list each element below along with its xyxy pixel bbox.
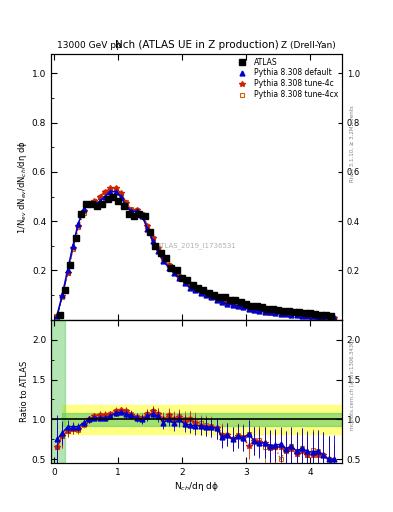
Bar [51,319,65,463]
Pythia 8.308 tune-4cx [305,313,310,319]
Pythia 8.308 tune-4cx [108,185,112,191]
Pythia 8.308 tune-4cx [220,298,224,305]
ATLAS [228,297,232,303]
Legend: ATLAS, Pythia 8.308 default, Pythia 8.308 tune-4c, Pythia 8.308 tune-4cx: ATLAS, Pythia 8.308 default, Pythia 8.30… [232,56,340,101]
Pythia 8.308 default [134,208,139,215]
ATLAS [110,194,115,200]
Text: Rivet 3.1.10, ≥ 3.2M events: Rivet 3.1.10, ≥ 3.2M events [350,105,355,182]
Y-axis label: Ratio to ATLAS: Ratio to ATLAS [20,361,29,422]
Line: Pythia 8.308 tune-4c: Pythia 8.308 tune-4c [54,185,337,321]
ATLAS [158,250,163,256]
Pythia 8.308 tune-4c [273,310,278,316]
X-axis label: N$_{ch}$/dη dϕ: N$_{ch}$/dη dϕ [174,480,219,493]
Text: ATLAS_2019_I1736531: ATLAS_2019_I1736531 [156,242,237,248]
Pythia 8.308 tune-4cx [332,314,336,321]
Pythia 8.308 tune-4c [108,185,112,191]
Pythia 8.308 default [225,301,230,307]
Line: Pythia 8.308 tune-4cx: Pythia 8.308 tune-4cx [55,186,336,320]
ATLAS [191,282,195,288]
Line: ATLAS: ATLAS [57,194,334,318]
Pythia 8.308 default [273,310,278,316]
Y-axis label: 1/N$_{ev}$ dN$_{ev}$/dN$_{ch}$/dη dϕ: 1/N$_{ev}$ dN$_{ev}$/dN$_{ch}$/dη dϕ [16,140,29,233]
Pythia 8.308 tune-4cx [273,310,278,316]
ATLAS [313,311,318,317]
Pythia 8.308 tune-4cx [225,301,230,307]
Text: mcplots.cern.ch [arXiv:1306.3436]: mcplots.cern.ch [arXiv:1306.3436] [350,338,355,430]
Pythia 8.308 tune-4c [332,314,336,321]
Pythia 8.308 tune-4c [134,207,139,213]
Pythia 8.308 tune-4c [55,313,59,319]
Line: Pythia 8.308 default: Pythia 8.308 default [55,189,336,320]
Pythia 8.308 default [108,188,112,195]
ATLAS [79,211,83,217]
ATLAS [57,312,62,318]
Pythia 8.308 tune-4cx [236,303,241,309]
Pythia 8.308 default [332,314,336,321]
Bar [62,405,342,434]
Pythia 8.308 default [220,300,224,306]
Pythia 8.308 tune-4c [225,301,230,307]
Pythia 8.308 default [305,313,310,319]
Pythia 8.308 tune-4c [305,313,310,319]
Pythia 8.308 tune-4cx [55,313,59,319]
Title: Nch (ATLAS UE in Z production): Nch (ATLAS UE in Z production) [115,40,278,50]
ATLAS [329,313,334,319]
ATLAS [239,300,243,306]
Text: Z (Drell-Yan): Z (Drell-Yan) [281,41,336,50]
Text: 13000 GeV pp: 13000 GeV pp [57,41,122,50]
Pythia 8.308 tune-4cx [134,207,139,213]
Pythia 8.308 default [236,303,241,309]
Bar [62,413,342,426]
Pythia 8.308 tune-4c [220,299,224,305]
Pythia 8.308 default [55,313,59,319]
Pythia 8.308 tune-4c [236,303,241,309]
